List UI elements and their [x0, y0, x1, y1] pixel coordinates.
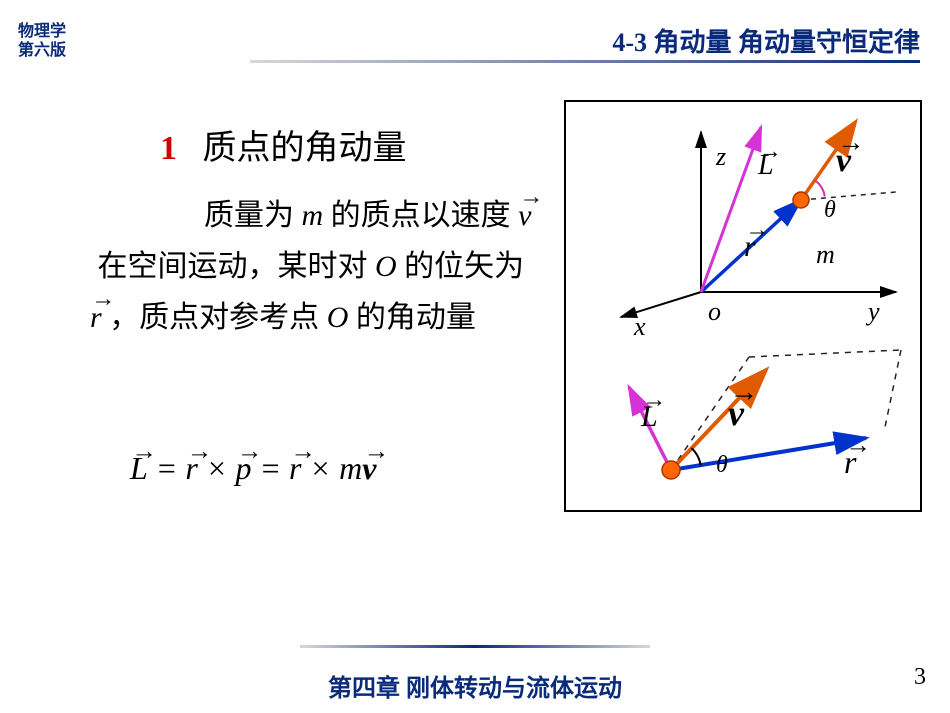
title-underline — [250, 60, 920, 63]
figure-box: zLvθrmoxyLvθr — [564, 100, 922, 512]
section-heading: 1 质点的角动量 — [160, 120, 407, 169]
footer-chapter: 第四章 刚体转动与流体运动 — [0, 668, 950, 703]
section-number: 1 — [160, 130, 177, 167]
section-title: 质点的角动量 — [203, 130, 407, 167]
page-number: 3 — [914, 664, 926, 691]
book-name: 物理学 — [18, 22, 66, 41]
angular-momentum-formula: L = r × p = r × mv — [130, 450, 376, 487]
body-paragraph: 质量为 m 的质点以速度 v 在空间运动，某时对 O 的位矢为 r ，质点对参考… — [90, 190, 540, 343]
book-label: 物理学 第六版 — [18, 22, 66, 60]
chapter-title: 4-3 角动量 角动量守恒定律 — [612, 22, 920, 59]
footer-underline — [300, 645, 650, 648]
book-edition: 第六版 — [18, 41, 66, 60]
